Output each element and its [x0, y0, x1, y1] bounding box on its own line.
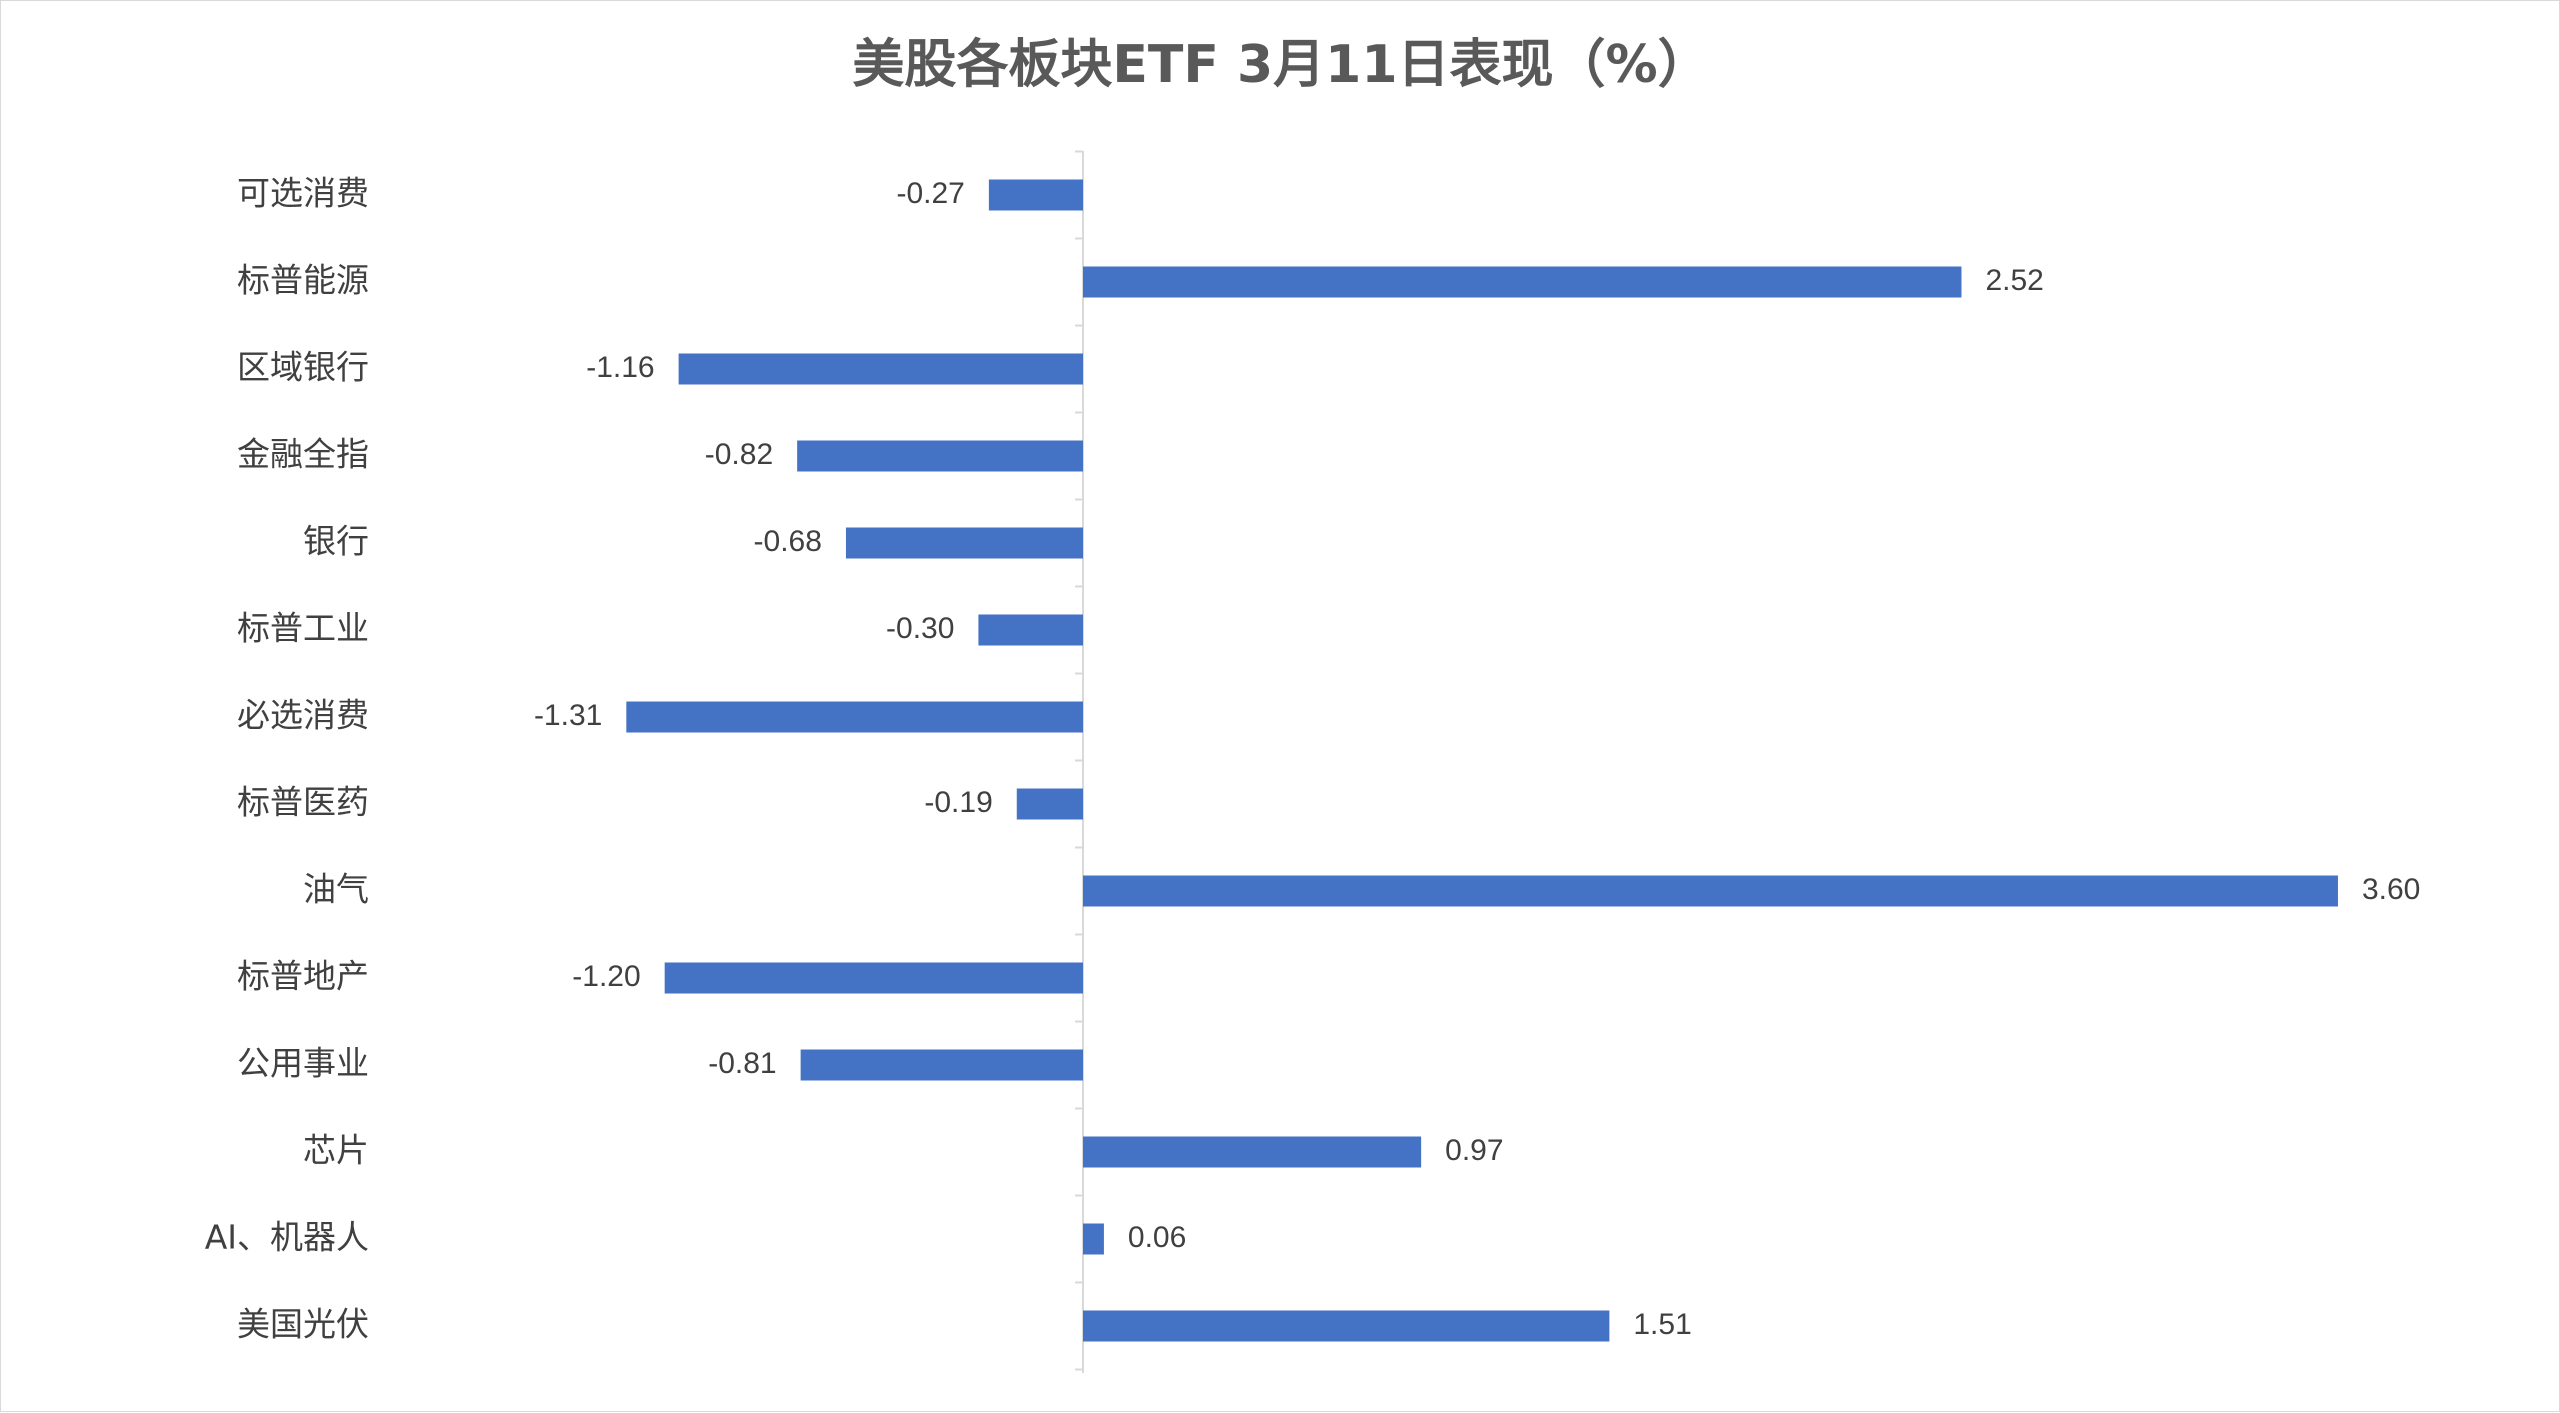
bar [1083, 875, 2338, 907]
data-label: -0.27 [896, 177, 964, 210]
data-label: 3.60 [2362, 873, 2420, 906]
category-label: 美国光伏 [237, 1305, 369, 1344]
data-label: -0.81 [708, 1047, 776, 1080]
data-label: -0.68 [754, 525, 822, 558]
category-label: 标普能源 [237, 261, 369, 300]
category-label: 必选消费 [237, 696, 369, 735]
category-label: 金融全指 [237, 435, 369, 474]
bar [1016, 788, 1083, 820]
bar [978, 614, 1083, 646]
data-label: 0.97 [1445, 1134, 1503, 1167]
category-label: 银行 [303, 522, 369, 561]
bar [678, 353, 1083, 385]
bar [1083, 1310, 1610, 1342]
chart-title: 美股各板块ETF 3月11日表现（%） [852, 35, 1710, 95]
data-label: 1.51 [1633, 1308, 1691, 1341]
data-label: -1.16 [586, 351, 654, 384]
bar [1083, 1136, 1422, 1168]
category-label: 油气 [303, 870, 369, 909]
category-label: 可选消费 [237, 174, 369, 213]
bar [1083, 1223, 1104, 1255]
data-label: 0.06 [1128, 1221, 1186, 1254]
bar [800, 1049, 1083, 1081]
category-label: 标普工业 [237, 609, 369, 648]
bar [988, 179, 1083, 211]
category-label: 区域银行 [237, 348, 369, 387]
data-label: -0.19 [924, 786, 992, 819]
bar [845, 527, 1083, 559]
bar [797, 440, 1083, 472]
category-label: 标普医药 [237, 783, 369, 822]
bar [664, 962, 1083, 994]
data-label: 2.52 [1985, 264, 2043, 297]
category-label: 芯片 [303, 1131, 369, 1170]
category-label: AI、机器人 [205, 1218, 369, 1257]
bar [1083, 266, 1962, 298]
category-label: 标普地产 [237, 957, 369, 996]
data-label: -1.31 [534, 699, 602, 732]
data-label: -0.82 [705, 438, 773, 471]
category-label: 公用事业 [237, 1044, 369, 1083]
data-label: -1.20 [572, 960, 640, 993]
data-label: -0.30 [886, 612, 954, 645]
bar [626, 701, 1083, 733]
